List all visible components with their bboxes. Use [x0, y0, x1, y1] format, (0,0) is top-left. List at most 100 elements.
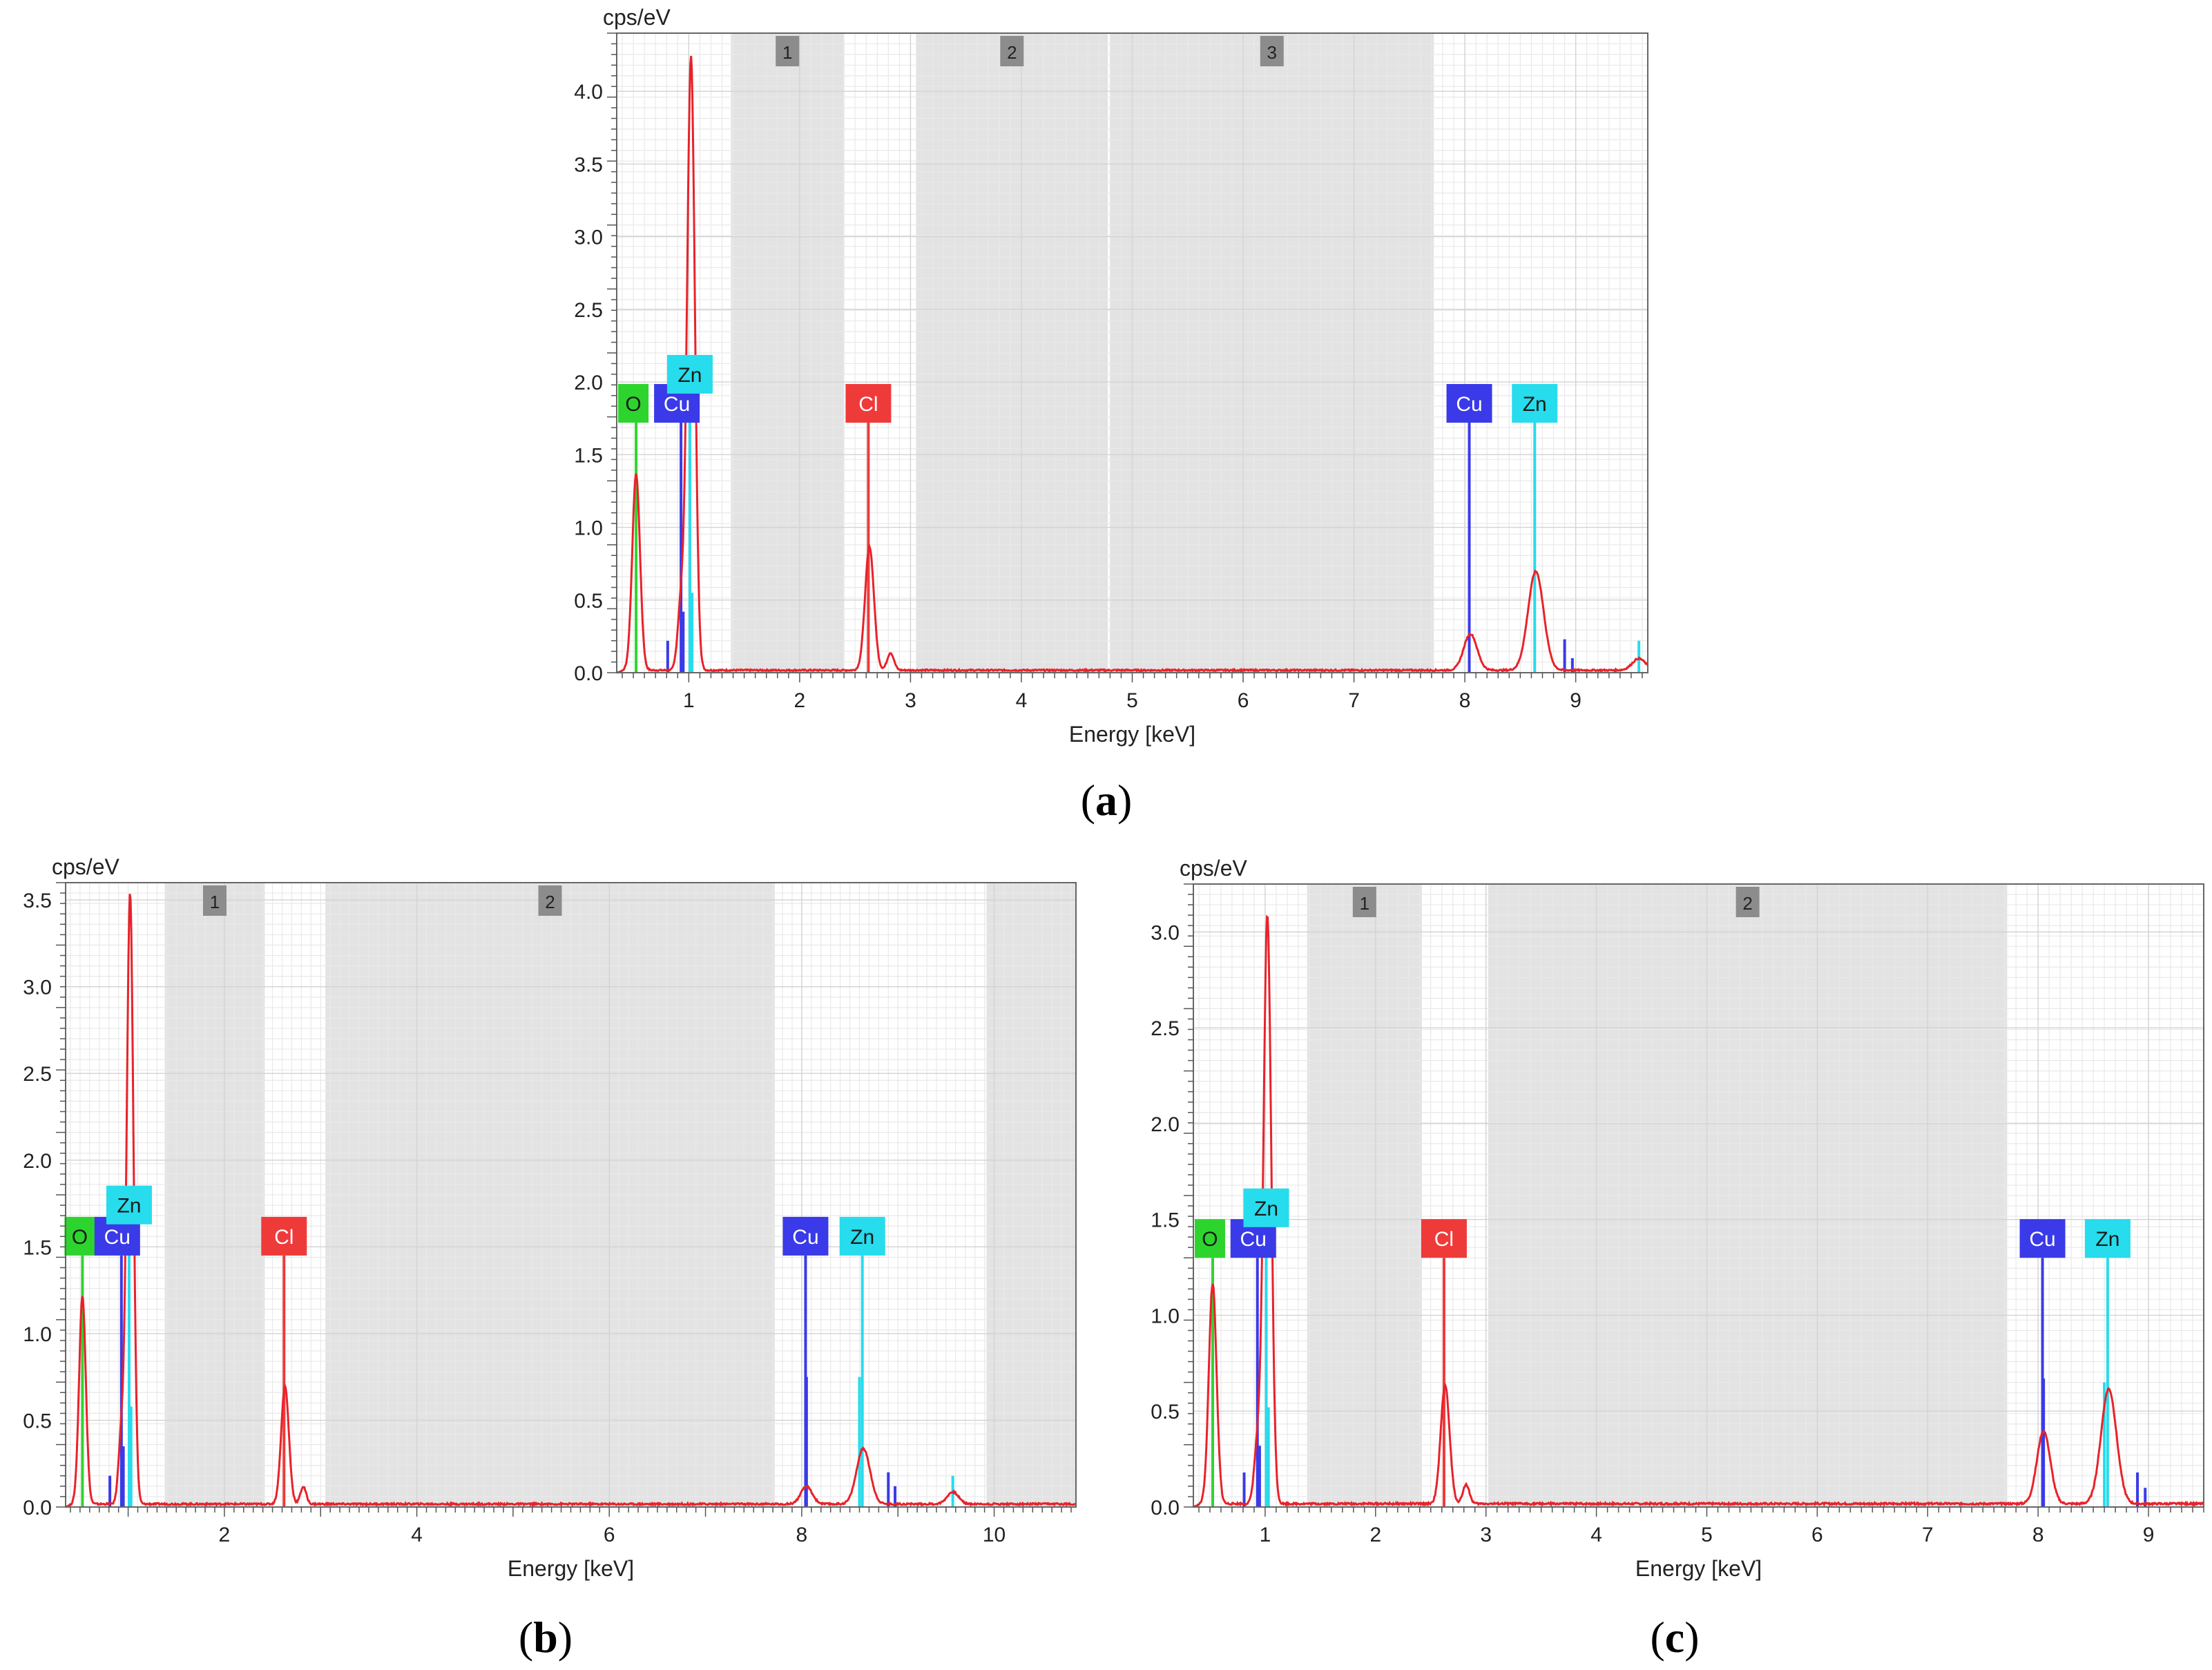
element-box-o	[618, 384, 649, 423]
element-label-cu: Cu	[104, 1226, 131, 1249]
caption-close: )	[1684, 1613, 1699, 1662]
element-label-cu: Cu	[664, 393, 690, 416]
y-tick-label: 1.0	[1151, 1305, 1180, 1327]
region-tag	[1260, 36, 1284, 66]
grid-minor	[66, 882, 1076, 1508]
y-tick-label: 0.5	[23, 1410, 52, 1432]
region-tag-label: 2	[1007, 42, 1017, 63]
y-tick-label: 0.0	[23, 1497, 52, 1519]
element-label-zn: Zn	[1523, 393, 1547, 416]
caption-letter: b	[533, 1613, 558, 1662]
y-tick-label: 3.0	[574, 227, 603, 249]
element-box-zn	[2084, 1219, 2131, 1258]
caption-close: )	[558, 1613, 573, 1662]
element-label-zn: Zn	[677, 364, 702, 387]
caption-letter: a	[1095, 776, 1117, 825]
y-tick-label: 2.0	[574, 372, 603, 394]
panel-caption: (a)	[1081, 776, 1133, 825]
x-axis-title: Energy [keV]	[1635, 1556, 1762, 1581]
y-tick-label: 3.0	[1151, 921, 1180, 944]
x-tick-label: 2	[794, 689, 806, 712]
element-box-zn	[1243, 1188, 1289, 1227]
caption-open: (	[1650, 1613, 1664, 1662]
x-tick-label: 5	[1126, 689, 1138, 712]
x-tick-label: 6	[1811, 1524, 1823, 1546]
region-tag	[1352, 887, 1376, 917]
element-label-cl: Cl	[1434, 1228, 1454, 1251]
x-tick-label: 9	[2143, 1524, 2155, 1546]
element-label-zn: Zn	[2095, 1228, 2119, 1251]
region-tag-label: 1	[210, 892, 220, 912]
y-axis-title: cps/eV	[1180, 856, 1247, 881]
y-tick-label: 0.5	[1151, 1401, 1180, 1423]
y-tick-label: 0.5	[574, 590, 603, 613]
element-box-o	[64, 1216, 95, 1256]
x-tick-label: 3	[1480, 1524, 1492, 1546]
y-tick-label: 0.0	[574, 662, 603, 685]
element-box-cu	[782, 1216, 829, 1256]
element-label-o: O	[72, 1226, 88, 1249]
region-tag-label: 2	[1742, 893, 1752, 914]
x-tick-label: 10	[983, 1524, 1006, 1546]
y-tick-label: 1.5	[574, 444, 603, 467]
y-tick-label: 3.0	[23, 977, 52, 999]
x-tick-label: 2	[219, 1524, 231, 1546]
region-tag	[202, 885, 227, 916]
y-tick-label: 4.0	[574, 81, 603, 104]
x-tick-label: 5	[1701, 1524, 1713, 1546]
element-box-cl	[261, 1216, 307, 1256]
panel-b: 1 2 O Cu Zn Cl Cu Zn 0.0 0.5 1.0 1.5 2.0 2.5 3.0 3.5 2 4 6…	[23, 854, 1077, 1662]
element-box-cu	[2019, 1219, 2066, 1258]
element-label-cl: Cl	[858, 393, 878, 416]
y-tick-label: 2.5	[23, 1063, 52, 1086]
region-tag	[538, 885, 562, 916]
y-tick-label: 1.0	[574, 517, 603, 540]
y-tick-label: 3.5	[574, 153, 603, 176]
grid-minor	[1193, 883, 2204, 1508]
x-tick-label: 1	[683, 689, 695, 712]
x-tick-label: 6	[604, 1524, 615, 1546]
panel-caption: (b)	[519, 1613, 573, 1662]
element-box-cl	[845, 384, 892, 423]
element-box-o	[1194, 1219, 1225, 1258]
x-tick-label: 4	[411, 1524, 423, 1546]
x-tick-label: 1	[1260, 1524, 1271, 1546]
x-axis-title: Energy [keV]	[508, 1556, 634, 1581]
element-label-o: O	[1202, 1228, 1218, 1251]
x-tick-label: 7	[1922, 1524, 1934, 1546]
element-label-o: O	[625, 393, 641, 416]
element-label-zn: Zn	[117, 1195, 141, 1218]
panel-c: 1 2 O Cu Zn Cl Cu Zn 0.0 0.5 1.0 1.5 2.0 2.5 3.0 1 2 3 4 5 6…	[1151, 856, 2205, 1662]
region-tag	[1000, 36, 1024, 66]
element-box-zn	[1512, 384, 1558, 423]
region-tag-label: 1	[1360, 893, 1369, 914]
x-tick-label: 9	[1570, 689, 1581, 712]
y-tick-label: 2.0	[23, 1150, 52, 1173]
y-tick-label: 1.5	[23, 1236, 52, 1259]
x-tick-label: 3	[905, 689, 916, 712]
x-tick-label: 6	[1238, 689, 1249, 712]
y-tick-label: 1.0	[23, 1323, 52, 1346]
element-box-zn	[106, 1185, 152, 1225]
spectrum-line	[65, 894, 1077, 1508]
y-tick-label: 2.5	[574, 299, 603, 322]
element-label-cu: Cu	[2029, 1228, 2055, 1251]
x-tick-label: 8	[796, 1524, 808, 1546]
y-tick-label: 1.5	[1151, 1209, 1180, 1232]
element-label-zn: Zn	[850, 1226, 874, 1249]
caption-letter: c	[1665, 1613, 1684, 1662]
y-tick-label: 2.0	[1151, 1113, 1180, 1136]
element-label-cu: Cu	[1240, 1228, 1267, 1251]
x-tick-label: 7	[1348, 689, 1360, 712]
panel-a: 1 2 3 O Cu Zn Cl Cu Zn 0.0 0.5 1.0 1.5 2.0 2.5 3.0 3.5 4.…	[574, 5, 1649, 825]
x-tick-label: 8	[2032, 1524, 2044, 1546]
element-box-cl	[1421, 1219, 1467, 1258]
x-tick-label: 8	[1459, 689, 1471, 712]
element-box-cu	[1446, 384, 1492, 423]
region-tag	[776, 36, 800, 66]
caption-open: (	[519, 1613, 533, 1662]
spectrum-line	[1193, 914, 2205, 1508]
element-box-zn	[666, 354, 713, 394]
x-tick-label: 4	[1590, 1524, 1602, 1546]
